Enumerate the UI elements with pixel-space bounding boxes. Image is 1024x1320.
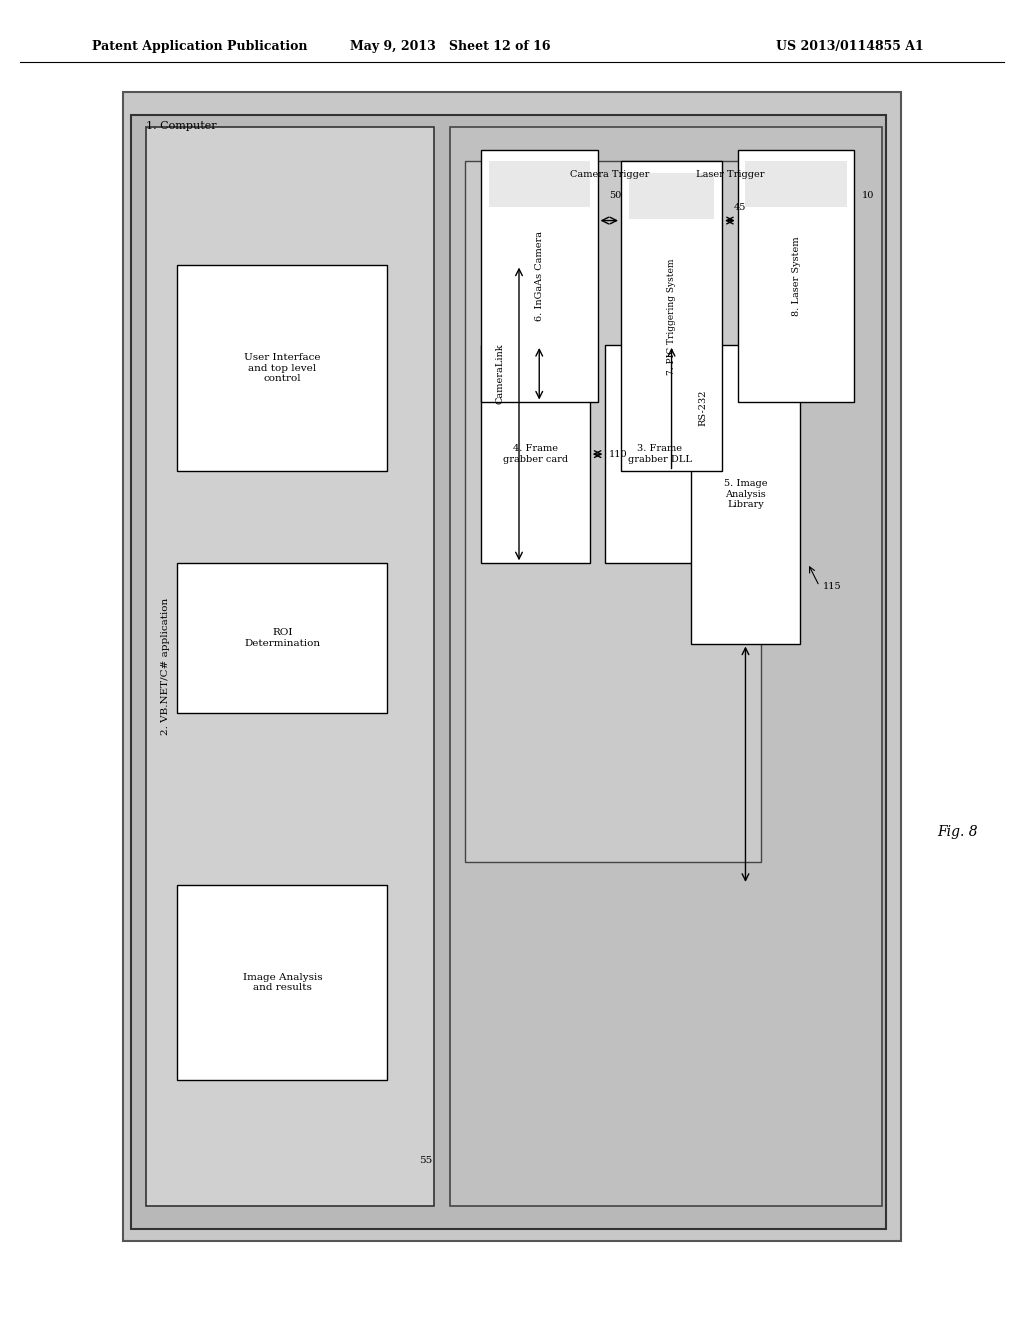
Text: 55: 55 (419, 1156, 432, 1166)
Text: 8. Laser System: 8. Laser System (792, 236, 801, 315)
FancyBboxPatch shape (131, 115, 886, 1229)
Text: 110: 110 (609, 450, 628, 458)
Text: 10: 10 (862, 191, 874, 201)
Text: 50: 50 (609, 191, 622, 201)
Text: 6. InGaAs Camera: 6. InGaAs Camera (535, 231, 544, 321)
Text: RS-232: RS-232 (698, 389, 708, 426)
FancyBboxPatch shape (488, 161, 590, 207)
Text: Patent Application Publication: Patent Application Publication (92, 40, 307, 53)
FancyBboxPatch shape (621, 161, 722, 471)
FancyBboxPatch shape (177, 264, 387, 471)
Text: Image Analysis
and results: Image Analysis and results (243, 973, 323, 993)
Text: 115: 115 (823, 582, 842, 591)
Text: 5. Image
Analysis
Library: 5. Image Analysis Library (724, 479, 767, 510)
FancyBboxPatch shape (146, 127, 434, 1206)
FancyBboxPatch shape (177, 564, 387, 713)
Text: Fig. 8: Fig. 8 (937, 825, 978, 838)
Text: May 9, 2013   Sheet 12 of 16: May 9, 2013 Sheet 12 of 16 (350, 40, 551, 53)
FancyBboxPatch shape (737, 149, 854, 403)
Text: US 2013/0114855 A1: US 2013/0114855 A1 (776, 40, 924, 53)
Text: Laser Trigger: Laser Trigger (695, 170, 764, 180)
Text: 3. Frame
grabber DLL: 3. Frame grabber DLL (628, 445, 692, 463)
Text: Camera Trigger: Camera Trigger (569, 170, 649, 180)
Text: 4. Frame
grabber card: 4. Frame grabber card (503, 445, 568, 463)
FancyBboxPatch shape (605, 345, 715, 564)
FancyBboxPatch shape (177, 884, 387, 1080)
Text: 7. PIC Triggering System: 7. PIC Triggering System (667, 259, 676, 375)
FancyBboxPatch shape (465, 161, 761, 862)
FancyBboxPatch shape (745, 161, 847, 207)
Text: 1. Computer: 1. Computer (146, 121, 217, 131)
Text: 45: 45 (734, 203, 746, 211)
FancyBboxPatch shape (481, 345, 590, 564)
Text: ROI
Determination: ROI Determination (245, 628, 321, 648)
FancyBboxPatch shape (123, 92, 901, 1241)
FancyBboxPatch shape (691, 345, 800, 644)
Text: User Interface
and top level
control: User Interface and top level control (244, 354, 321, 383)
Text: CameraLink: CameraLink (496, 343, 505, 404)
Text: 2. VB.NET/C# application: 2. VB.NET/C# application (161, 598, 170, 735)
FancyBboxPatch shape (450, 127, 882, 1206)
FancyBboxPatch shape (629, 173, 715, 219)
FancyBboxPatch shape (481, 149, 598, 403)
